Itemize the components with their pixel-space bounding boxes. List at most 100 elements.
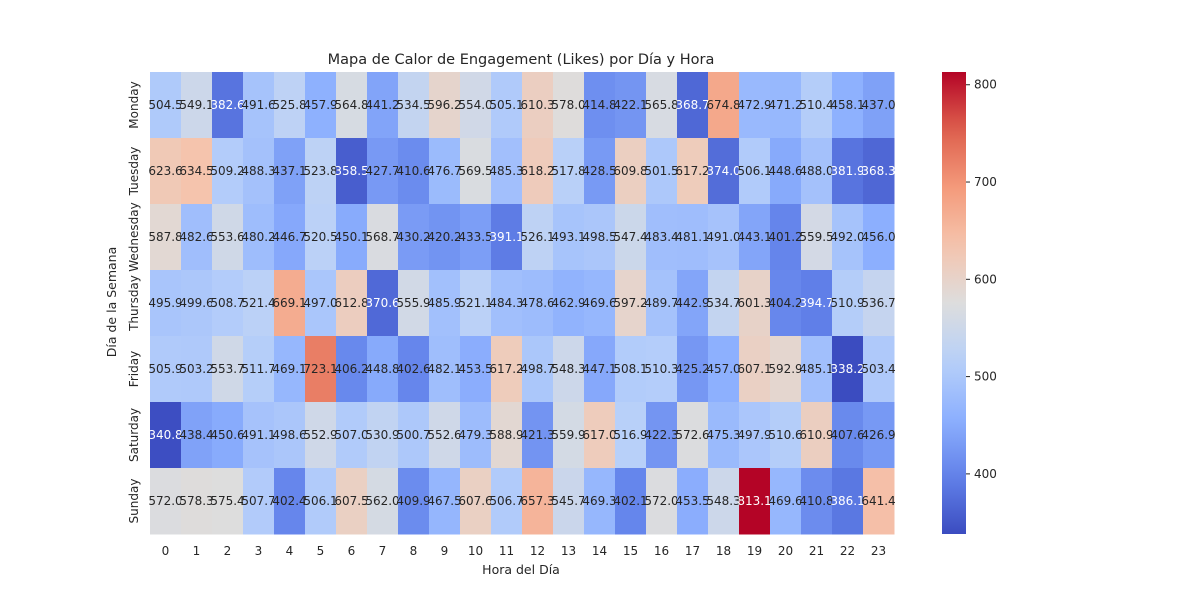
cell-value-label: 485.3	[489, 164, 523, 178]
heatmap-cell	[429, 402, 461, 469]
heatmap-cell	[429, 270, 461, 337]
cell-value-label: 572.6	[675, 428, 709, 442]
heatmap-cell	[305, 204, 337, 271]
heatmap-cell	[646, 72, 678, 139]
heatmap-cell	[863, 402, 895, 469]
heatmap-cell	[212, 336, 244, 403]
cell-value-label: 471.2	[768, 98, 802, 112]
cell-value-label: 506.1	[737, 164, 771, 178]
heatmap-cell	[863, 270, 895, 337]
cell-value-label: 433.5	[458, 230, 492, 244]
cell-value-label: 506.1	[303, 494, 337, 508]
x-tick-label: 13	[561, 544, 576, 558]
cell-value-label: 578.3	[179, 494, 213, 508]
cell-value-label: 523.8	[303, 164, 337, 178]
heatmap-cell	[739, 138, 771, 205]
heatmap-cell	[739, 336, 771, 403]
cell-value-label: 509.2	[210, 164, 244, 178]
cell-value-label: 578.0	[551, 98, 585, 112]
x-tick-label: 4	[286, 544, 294, 558]
heatmap-cell	[243, 468, 275, 535]
x-tick-label: 7	[379, 544, 387, 558]
x-tick-label: 15	[623, 544, 638, 558]
cell-value-label: 491.0	[706, 230, 740, 244]
heatmap-cell	[429, 204, 461, 271]
heatmap-cell	[770, 138, 802, 205]
heatmap-cell	[801, 468, 833, 535]
heatmap-cell	[801, 402, 833, 469]
heatmap-cell	[615, 468, 647, 535]
cell-value-label: 568.7	[365, 230, 399, 244]
heatmap-cell	[832, 72, 864, 139]
cell-value-label: 437.0	[861, 98, 895, 112]
cell-value-label: 422.3	[644, 428, 678, 442]
x-tick-label: 10	[468, 544, 483, 558]
cell-value-label: 500.7	[396, 428, 430, 442]
heatmap-cell	[212, 138, 244, 205]
heatmap-cell	[429, 336, 461, 403]
heatmap-cell	[491, 336, 523, 403]
cell-value-label: 381.9	[830, 164, 864, 178]
cell-value-label: 534.7	[706, 296, 740, 310]
heatmap-cell	[646, 270, 678, 337]
cell-value-label: 482.6	[179, 230, 213, 244]
x-tick-label: 2	[224, 544, 232, 558]
x-tick-label: 17	[685, 544, 700, 558]
heatmap-cell	[646, 402, 678, 469]
y-axis-ticks: Monday Tuesday Wednesday Thursday Friday Satu…	[127, 81, 141, 523]
cell-value-label: 491.6	[241, 98, 275, 112]
cell-value-label: 521.4	[241, 296, 275, 310]
heatmap-cell	[615, 138, 647, 205]
cell-value-label: 404.2	[768, 296, 802, 310]
cell-value-label: 443.1	[737, 230, 771, 244]
cell-value-label: 368.7	[675, 98, 709, 112]
cell-value-label: 610.3	[520, 98, 554, 112]
y-axis-label: Día de la Semana	[104, 247, 119, 357]
heatmap-cell	[801, 270, 833, 337]
cell-value-label: 634.5	[179, 164, 213, 178]
cell-value-label: 482.1	[427, 362, 461, 376]
cell-value-label: 641.4	[861, 494, 895, 508]
cell-value-label: 491.1	[241, 428, 275, 442]
cell-value-label: 406.2	[334, 362, 368, 376]
heatmap-cell	[305, 402, 337, 469]
cell-value-label: 587.8	[148, 230, 182, 244]
heatmap-cell	[274, 270, 306, 337]
cell-value-label: 813.1	[737, 494, 771, 508]
x-tick-label: 11	[499, 544, 514, 558]
heatmap-cell	[150, 336, 182, 403]
heatmap-cell	[336, 204, 368, 271]
cell-value-label: 446.7	[272, 230, 306, 244]
heatmap-cell	[429, 72, 461, 139]
y-tick-label: Thursday	[127, 275, 141, 332]
cell-value-label: 505.1	[489, 98, 523, 112]
cell-value-label: 508.1	[613, 362, 647, 376]
cell-value-label: 506.7	[489, 494, 523, 508]
heatmap-cell	[832, 270, 864, 337]
cell-value-label: 521.1	[458, 296, 492, 310]
cell-value-label: 488.0	[799, 164, 833, 178]
x-tick-label: 20	[778, 544, 793, 558]
cell-value-label: 489.7	[644, 296, 678, 310]
heatmap-cell	[460, 270, 492, 337]
heatmap-cell	[708, 72, 740, 139]
heatmap-cell	[584, 402, 616, 469]
colorbar-tick-label: 700	[974, 175, 997, 189]
heatmap-cell	[770, 468, 802, 535]
cell-value-label: 499.6	[179, 296, 213, 310]
cell-value-label: 501.5	[644, 164, 678, 178]
cell-value-label: 545.7	[551, 494, 585, 508]
cell-value-label: 467.5	[427, 494, 461, 508]
heatmap-cell	[708, 270, 740, 337]
cell-value-label: 498.6	[272, 428, 306, 442]
heatmap-cell	[801, 336, 833, 403]
heatmap-cell	[429, 468, 461, 535]
cell-value-label: 555.9	[396, 296, 430, 310]
cell-value-label: 572.0	[148, 494, 182, 508]
heatmap-cell	[212, 204, 244, 271]
cell-value-label: 420.2	[427, 230, 461, 244]
heatmap-cell	[832, 138, 864, 205]
heatmap-cell	[398, 402, 430, 469]
heatmap-cell	[305, 270, 337, 337]
cell-value-label: 469.3	[582, 494, 616, 508]
